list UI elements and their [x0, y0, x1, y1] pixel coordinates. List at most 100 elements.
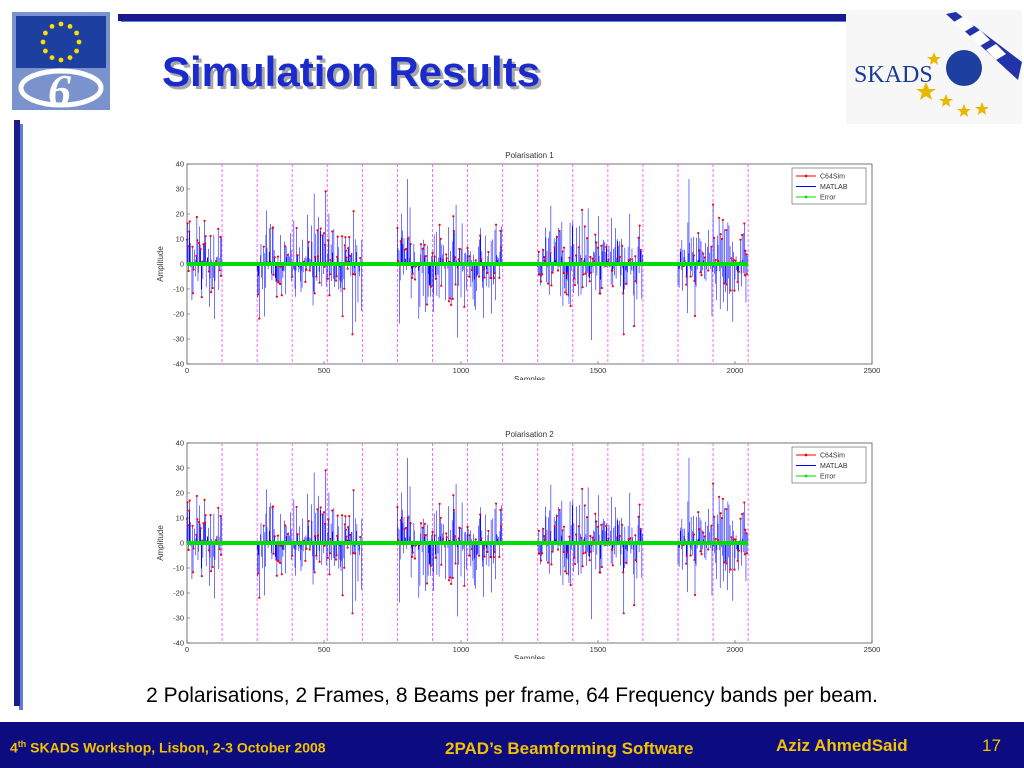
c64sim-point — [745, 552, 749, 555]
c64sim-point — [341, 315, 344, 318]
c64sim-point — [600, 565, 603, 569]
c64sim-point — [326, 556, 329, 559]
c64sim-point — [494, 223, 498, 226]
c64sim-point — [359, 256, 362, 260]
c64sim-point — [577, 525, 580, 528]
c64sim-point — [736, 280, 739, 284]
c64sim-point — [314, 256, 317, 259]
c64sim-point — [218, 269, 221, 272]
fp6-number: 6 — [48, 65, 71, 110]
c64sim-point — [323, 522, 327, 525]
c64sim-point — [722, 561, 726, 564]
c64sim-point — [618, 255, 622, 258]
y-tick-label: 10 — [176, 514, 184, 523]
c64sim-point — [425, 303, 429, 306]
c64sim-point — [421, 247, 424, 250]
c64sim-point — [611, 564, 614, 567]
c64sim-point — [210, 569, 213, 573]
c64sim-point — [211, 565, 214, 569]
c64sim-point — [468, 534, 471, 537]
c64sim-point — [331, 509, 334, 512]
c64sim-point — [596, 525, 600, 528]
c64sim-point — [580, 257, 583, 260]
page-number: 17 — [982, 736, 1001, 755]
c64sim-point — [487, 250, 490, 254]
c64sim-point — [296, 533, 299, 536]
c64sim-point — [308, 548, 311, 551]
c64sim-point — [336, 534, 339, 537]
c64sim-point — [197, 241, 201, 245]
c64sim-point — [725, 562, 728, 565]
c64sim-point — [538, 273, 541, 276]
c64sim-point — [589, 550, 592, 553]
c64sim-point — [577, 246, 580, 249]
y-tick-label: -40 — [173, 360, 184, 369]
c64sim-point — [219, 274, 223, 277]
side-rule — [14, 120, 20, 706]
legend-marker — [804, 474, 808, 478]
c64sim-point — [445, 253, 448, 256]
c64sim-point — [569, 583, 572, 587]
c64sim-point — [564, 570, 567, 573]
c64sim-point — [447, 579, 451, 582]
eu-star-icon — [43, 30, 48, 36]
c64sim-point — [480, 537, 483, 540]
c64sim-point — [286, 253, 289, 257]
c64sim-point — [486, 550, 489, 553]
c64sim-point — [209, 234, 212, 238]
c64sim-point — [470, 268, 474, 272]
c64sim-point — [581, 286, 584, 289]
c64sim-point — [492, 277, 495, 280]
c64sim-point — [463, 305, 466, 308]
c64sim-point — [204, 514, 207, 517]
c64sim-point — [195, 254, 198, 258]
c64sim-point — [327, 518, 330, 521]
c64sim-point — [210, 290, 213, 294]
c64sim-point — [280, 265, 283, 268]
c64sim-point — [452, 508, 455, 512]
c64sim-point — [316, 508, 319, 511]
c64sim-point — [271, 505, 275, 508]
chart-legend: C64Sim MATLAB Error — [791, 446, 867, 484]
c64sim-point — [581, 565, 584, 568]
c64sim-point — [406, 237, 409, 240]
c64sim-point — [359, 535, 362, 539]
c64sim-point — [423, 243, 426, 246]
c64sim-point — [323, 544, 326, 547]
c64sim-point — [429, 564, 432, 567]
y-tick-label: 30 — [176, 185, 184, 194]
chart-title: Polarisation 1 — [505, 151, 554, 160]
footer-event-rest: SKADS Workshop, Lisbon, 2-3 October 2008 — [26, 739, 326, 756]
x-tick-label: 2000 — [727, 645, 744, 654]
c64sim-point — [714, 537, 717, 541]
c64sim-point — [737, 270, 740, 273]
c64sim-point — [258, 317, 261, 320]
c64sim-point — [403, 248, 406, 251]
c64sim-point — [607, 258, 610, 261]
c64sim-point — [351, 333, 354, 336]
legend-label: C64Sim — [820, 174, 845, 181]
c64sim-point — [468, 255, 471, 258]
c64sim-point — [335, 275, 338, 278]
slide-caption: 2 Polarisations, 2 Frames, 8 Beams per f… — [146, 684, 878, 707]
c64sim-point — [453, 535, 457, 538]
c64sim-point — [718, 216, 721, 219]
c64sim-point — [191, 524, 194, 527]
c64sim-point — [219, 235, 222, 239]
c64sim-point — [450, 582, 453, 586]
x-tick-label: 1000 — [453, 366, 470, 375]
c64sim-point — [589, 271, 592, 274]
c64sim-point — [344, 515, 347, 518]
c64sim-point — [537, 529, 540, 532]
skads-logo: SKADS — [846, 10, 1022, 124]
c64sim-point — [744, 249, 747, 252]
c64sim-point — [319, 506, 322, 509]
c64sim-point — [588, 280, 591, 283]
c64sim-point — [328, 552, 332, 555]
c64sim-point — [321, 513, 324, 516]
c64sim-point — [470, 547, 474, 551]
c64sim-point — [277, 560, 280, 563]
c64sim-point — [457, 537, 460, 540]
c64sim-point — [741, 233, 744, 237]
c64sim-point — [743, 501, 746, 504]
